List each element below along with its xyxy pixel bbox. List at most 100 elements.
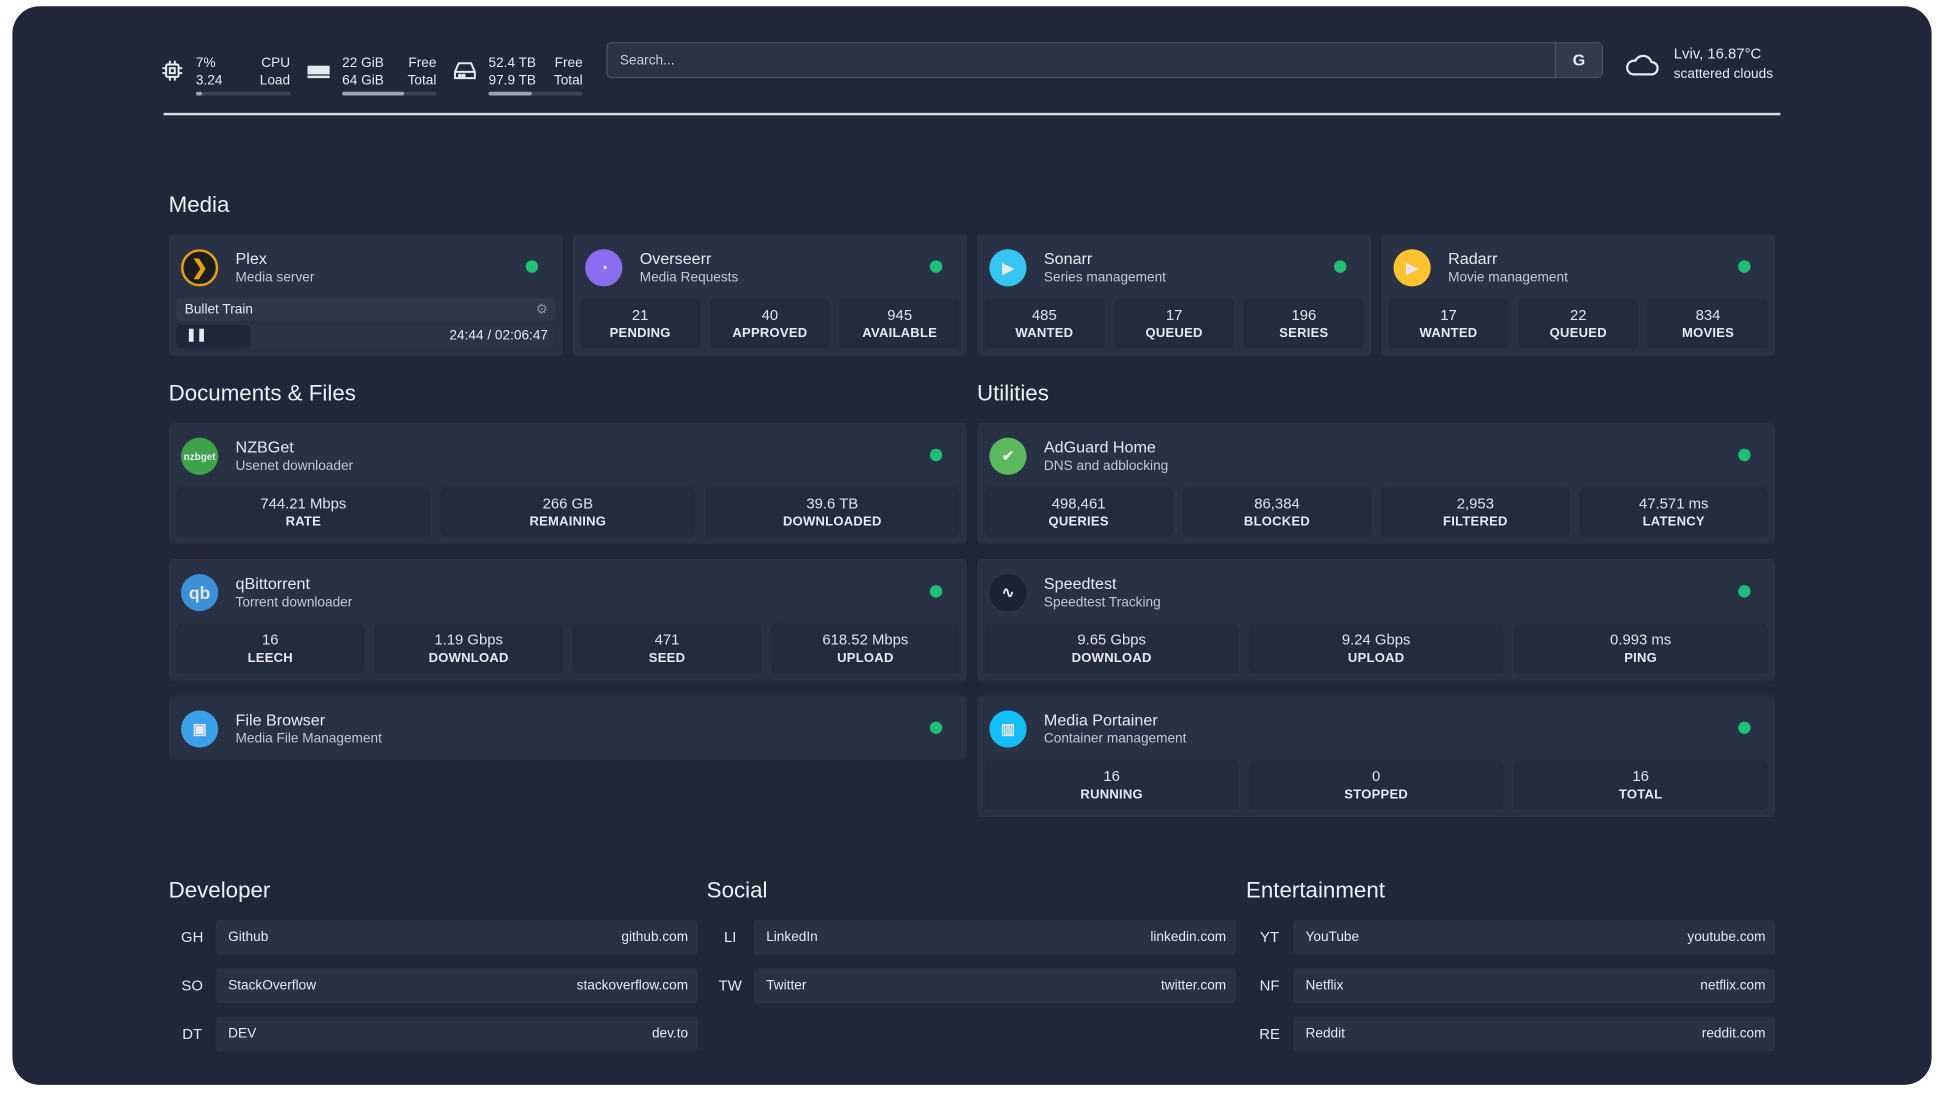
- service-description: Media server: [235, 270, 315, 286]
- cpu-widget: 7% CPU 3.24 Load: [161, 55, 291, 96]
- stat-label: SEED: [648, 650, 686, 666]
- disk-total: 97.9 TB: [488, 73, 537, 89]
- stat-value: 21: [631, 306, 649, 324]
- stat-label: UPLOAD: [837, 650, 894, 666]
- status-online-icon: [929, 260, 943, 273]
- status-online-icon: [1738, 585, 1751, 598]
- stat-latency: 47.571 ms LATENCY: [1579, 487, 1768, 537]
- service-card-nzbget[interactable]: nzbget NZBGet Usenet downloader 744.21 Mb…: [168, 422, 968, 545]
- resource-bar: 7% CPU 3.24 Load 22 GiB Free 64 GiB Total 52…: [161, 43, 600, 96]
- stat-label: TOTAL: [1618, 787, 1663, 803]
- search-engine-button[interactable]: G: [1554, 43, 1602, 77]
- bookmark-name: StackOverflow: [228, 978, 317, 994]
- stat-value: 196: [1291, 306, 1317, 324]
- playback-bar: ❚❚ 24:44 / 02:06:47: [176, 324, 556, 349]
- ram-free: 22 GiB: [342, 55, 384, 71]
- service-card-radarr[interactable]: ▶ Radarr Movie management 17 WANTED 22 QUEUE…: [1381, 234, 1776, 356]
- stat-rate: 744.21 Mbps RATE: [176, 487, 431, 537]
- stat-label: RUNNING: [1080, 787, 1143, 803]
- stat-blocked: 86,384 BLOCKED: [1182, 487, 1372, 537]
- pause-icon[interactable]: ❚❚: [185, 328, 207, 343]
- service-name: Media Portainer: [1043, 710, 1158, 730]
- stat-download: 1.19 Gbps DOWNLOAD: [374, 623, 563, 674]
- stat-label: AVAILABLE: [862, 326, 938, 341]
- stat-label: DOWNLOAD: [428, 650, 509, 666]
- stat-label: MOVIES: [1681, 326, 1735, 341]
- service-name: File Browser: [235, 710, 326, 730]
- stat-filtered: 2,953 FILTERED: [1381, 487, 1570, 537]
- stat-value: 9.65 Gbps: [1077, 631, 1147, 649]
- stat-queued: 17 QUEUED: [1114, 298, 1235, 349]
- bookmark-youtube[interactable]: YT YouTube youtube.com: [1246, 919, 1776, 955]
- dashboard: 7% CPU 3.24 Load 22 GiB Free 64 GiB Total 52…: [12, 6, 1932, 1085]
- ram-total: 64 GiB: [342, 73, 384, 89]
- disk-bar: [488, 91, 583, 96]
- stat-value: 0.993 ms: [1610, 631, 1672, 649]
- service-card-plex[interactable]: ❯ Plex Media server Bullet Train ⚙ ❚❚ 24:4…: [168, 234, 563, 356]
- service-name: NZBGet: [235, 437, 294, 457]
- bookmark-reddit[interactable]: RE Reddit reddit.com: [1246, 1016, 1776, 1052]
- bookmark-name: Reddit: [1305, 1026, 1345, 1042]
- stat-value: 22: [1569, 306, 1587, 324]
- stat-pending: 21 PENDING: [580, 298, 701, 349]
- playback-time: 24:44 / 02:06:47: [449, 328, 548, 344]
- stat-label: DOWNLOAD: [1071, 650, 1152, 666]
- service-card-overseerr[interactable]: ◔ Overseerr Media Requests 21 PENDING 40 APP…: [572, 234, 968, 356]
- service-card-filebrowser[interactable]: ▣ File Browser Media File Management: [168, 695, 968, 760]
- bookmark-linkedin[interactable]: LI LinkedIn linkedin.com: [707, 919, 1237, 955]
- disk-widget: 52.4 TB Free 97.9 TB Total: [454, 55, 583, 96]
- stat-approved: 40 APPROVED: [709, 298, 830, 349]
- stat-value: 16: [261, 631, 279, 649]
- stat-available: 945 AVAILABLE: [839, 298, 960, 349]
- speedtest-logo-icon: ∿: [989, 574, 1027, 612]
- service-description: Container management: [1043, 731, 1187, 747]
- bookmark-twitter[interactable]: TW Twitter twitter.com: [707, 968, 1237, 1003]
- search-input[interactable]: [607, 52, 1555, 68]
- nzbget-logo-icon: nzbget: [181, 437, 219, 475]
- stat-movies: 834 MOVIES: [1648, 298, 1768, 349]
- service-name: Speedtest: [1043, 574, 1117, 593]
- service-description: Media File Management: [235, 731, 382, 747]
- status-online-icon: [929, 721, 943, 734]
- stat-running: 16 RUNNING: [984, 759, 1239, 810]
- stat-value: 17: [1165, 306, 1183, 324]
- service-card-portainer[interactable]: ▥ Media Portainer Container management 16…: [976, 695, 1776, 818]
- service-card-qbittorrent[interactable]: qb qBittorrent Torrent downloader 16 LEECH…: [168, 559, 968, 681]
- status-online-icon: [929, 448, 943, 462]
- stat-value: 86,384: [1254, 494, 1300, 513]
- bookmark-netflix[interactable]: NF Netflix netflix.com: [1246, 968, 1776, 1003]
- stat-remaining: 266 GB REMAINING: [440, 487, 696, 537]
- status-online-icon: [525, 260, 539, 273]
- radarr-logo-icon: ▶: [1393, 249, 1431, 287]
- service-card-speedtest[interactable]: ∿ Speedtest Speedtest Tracking 9.65 Gbps D…: [976, 559, 1776, 681]
- bookmark-abbr: RE: [1259, 1025, 1280, 1043]
- plex-logo-icon: ❯: [181, 249, 219, 287]
- qbittorrent-logo-icon: qb: [181, 574, 219, 612]
- bookmark-stackoverflow[interactable]: SO StackOverflow stackoverflow.com: [169, 968, 699, 1003]
- bookmark-github[interactable]: GH Github github.com: [169, 919, 699, 955]
- service-description: DNS and adblocking: [1043, 458, 1169, 474]
- status-online-icon: [1738, 260, 1751, 273]
- bookmark-url: twitter.com: [1160, 978, 1227, 994]
- cpu-load: 3.24: [195, 73, 223, 89]
- free-label: Free: [554, 55, 583, 71]
- stat-value: 471: [654, 631, 680, 649]
- bookmark-name: YouTube: [1305, 929, 1360, 945]
- stat-downloaded: 39.6 TB DOWNLOADED: [705, 487, 960, 537]
- stat-label: QUERIES: [1048, 514, 1109, 530]
- stat-label: DOWNLOADED: [782, 514, 882, 530]
- service-card-sonarr[interactable]: ▶ Sonarr Series management 485 WANTED 17 QUE…: [976, 234, 1372, 356]
- stat-label: BLOCKED: [1243, 514, 1311, 530]
- ram-bar: [342, 91, 437, 96]
- bookmark-dev[interactable]: DT DEV dev.to: [169, 1016, 699, 1052]
- section-title-utilities: Utilities: [976, 380, 1049, 406]
- service-card-adguard[interactable]: ✔ AdGuard Home DNS and adblocking 498,461…: [976, 422, 1776, 545]
- status-online-icon: [1738, 721, 1751, 734]
- section-title-entertainment: Entertainment: [1245, 877, 1385, 903]
- stat-label: LATENCY: [1642, 514, 1705, 530]
- now-playing-title: Bullet Train: [184, 302, 253, 318]
- bookmark-url: linkedin.com: [1150, 929, 1227, 945]
- status-online-icon: [1738, 448, 1751, 462]
- stat-upload: 9.24 Gbps UPLOAD: [1248, 623, 1504, 674]
- stat-label: STOPPED: [1344, 787, 1409, 803]
